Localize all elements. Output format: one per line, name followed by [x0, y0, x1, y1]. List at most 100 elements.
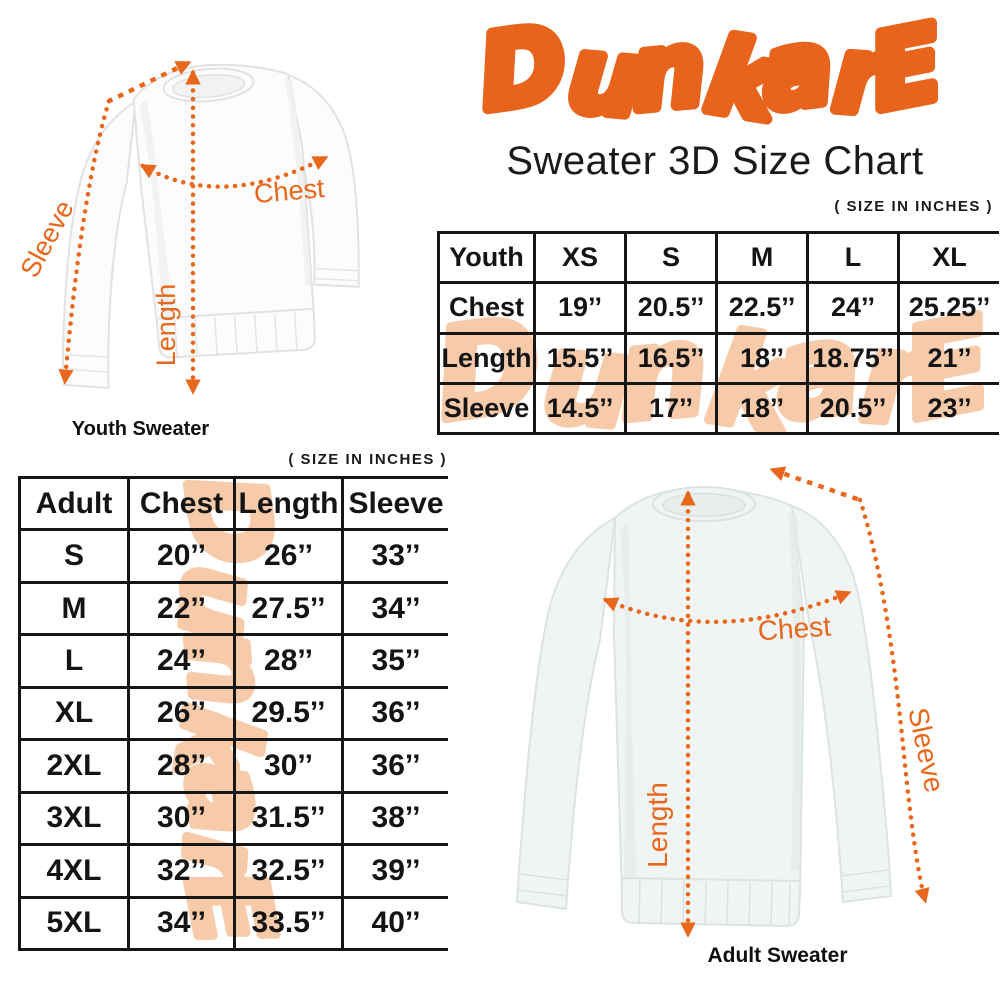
size-cell: 20.5’’ [624, 281, 718, 335]
size-cell: 39’’ [341, 843, 448, 899]
youth-length-label: Length [151, 284, 181, 367]
header-cell: L [806, 231, 900, 285]
size-cell: 18’’ [715, 381, 809, 435]
adult-length-label: Length [642, 782, 673, 868]
adult-sleeve-measure-line [857, 497, 930, 904]
table-row: L 24’’ 28’’ 35’’ [18, 633, 448, 689]
table-row: Adult Chest Length Sleeve [18, 476, 448, 532]
size-cell: 17’’ [624, 381, 718, 435]
size-cell: 40’’ [341, 895, 448, 951]
brand-logo-text: DunkarE [473, 5, 952, 145]
adult-sweater-diagram: Sleeve Length Chest [515, 466, 950, 938]
table-row: Length 15.5’’ 16.5’’ 18’’ 18.75’’ 21’’ [437, 331, 999, 385]
table-row: Sleeve 14.5’’ 17’’ 18’’ 20.5’’ 23’’ [437, 381, 999, 435]
row-label-cell: 5XL [18, 895, 130, 951]
adult-caption: Adult Sweater [707, 944, 848, 967]
size-cell: 24’’ [806, 281, 900, 335]
table-row: 3XL 30’’ 31.5’’ 38’’ [18, 790, 448, 847]
header-cell: Adult [18, 476, 130, 532]
size-cell: 15.5’’ [533, 331, 627, 385]
row-label-cell: S [18, 528, 130, 584]
youth-size-table: Youth XS S M L XL Chest 19’’ 20.5’’ 22.5… [437, 231, 999, 435]
adult-sleeve-measure-line-upper [769, 466, 861, 503]
adult-sleeve-label: Sleeve [902, 705, 950, 795]
size-cell: 27.5’’ [233, 580, 344, 637]
header-cell: S [624, 231, 718, 285]
youth-chest-measure-line [139, 155, 329, 189]
size-cell: 32’’ [127, 843, 236, 899]
row-label-cell: XL [18, 685, 130, 742]
size-cell: 36’’ [341, 685, 448, 742]
chart-title: Sweater 3D Size Chart [506, 139, 924, 183]
size-cell: 25.25’’ [897, 281, 999, 335]
youth-caption: Youth Sweater [71, 418, 210, 440]
size-cell: 16.5’’ [624, 331, 718, 385]
size-cell: 20’’ [127, 528, 236, 584]
header-cell: M [715, 231, 809, 285]
row-label-cell: 3XL [18, 790, 130, 847]
size-cell: 38’’ [341, 790, 448, 847]
table-row: M 22’’ 27.5’’ 34’’ [18, 580, 448, 637]
size-cell: 28’’ [127, 738, 236, 794]
brand-logo: DunkarE [467, 5, 961, 145]
size-cell: 19’’ [533, 281, 627, 335]
size-cell: 21’’ [897, 331, 999, 385]
size-cell: 29.5’’ [233, 685, 344, 742]
size-cell: 33.5’’ [233, 895, 344, 951]
size-cell: 18’’ [715, 331, 809, 385]
row-label-cell: L [18, 633, 130, 689]
size-cell: 35’’ [341, 633, 448, 689]
size-cell: 22’’ [127, 580, 236, 637]
table-row: 4XL 32’’ 32.5’’ 39’’ [18, 843, 448, 899]
size-cell: 18.75’’ [806, 331, 900, 385]
adult-sweater-shape [515, 486, 893, 928]
size-cell: 24’’ [127, 633, 236, 689]
header-cell: XS [533, 231, 627, 285]
size-cell: 30’’ [127, 790, 236, 847]
header-cell: Length [233, 476, 344, 532]
youth-size-table-section: DunkarE Youth XS S M L XL Chest 19’’ 20.… [437, 231, 999, 435]
size-cell: 14.5’’ [533, 381, 627, 435]
row-label-cell: Length [437, 331, 536, 385]
header-cell: Chest [127, 476, 236, 532]
youth-sweater-diagram: Sleeve Length Chest [14, 60, 360, 395]
size-units-note-adult: ( SIZE IN INCHES ) [288, 451, 447, 468]
size-cell: 30’’ [233, 738, 344, 794]
size-cell: 32.5’’ [233, 843, 344, 899]
size-cell: 26’’ [233, 528, 344, 584]
table-row: S 20’’ 26’’ 33’’ [18, 528, 448, 584]
header-cell: Youth [437, 231, 536, 285]
size-cell: 33’’ [341, 528, 448, 584]
size-cell: 31.5’’ [233, 790, 344, 847]
row-label-cell: 2XL [18, 738, 130, 794]
size-cell: 34’’ [341, 580, 448, 637]
row-label-cell: 4XL [18, 843, 130, 899]
youth-sleeve-measure-line-upper [108, 60, 192, 104]
table-row: XL 26’’ 29.5’’ 36’’ [18, 685, 448, 742]
size-units-note-top: ( SIZE IN INCHES ) [834, 198, 993, 215]
adult-chest-label: Chest [757, 610, 832, 646]
row-label-cell: M [18, 580, 130, 637]
brand-block: DunkarE Sweater 3D Size Chart ( SIZE IN … [435, 5, 995, 215]
size-cell: 26’’ [127, 685, 236, 742]
size-cell: 36’’ [341, 738, 448, 794]
adult-size-table: Adult Chest Length Sleeve S 20’’ 26’’ 33… [18, 476, 448, 951]
table-row: Youth XS S M L XL [437, 231, 999, 285]
header-cell: XL [897, 231, 999, 285]
size-cell: 22.5’’ [715, 281, 809, 335]
adult-size-table-section: DunkarE Adult Chest Length Sleeve S 20’’… [18, 476, 448, 951]
youth-sleeve-measure-line [58, 98, 112, 385]
size-cell: 23’’ [897, 381, 999, 435]
table-row: 5XL 34’’ 33.5’’ 40’’ [18, 895, 448, 951]
table-row: 2XL 28’’ 30’’ 36’’ [18, 738, 448, 794]
youth-sweater-shape [61, 63, 360, 390]
size-cell: 20.5’’ [806, 381, 900, 435]
table-row: Chest 19’’ 20.5’’ 22.5’’ 24’’ 25.25’’ [437, 281, 999, 335]
size-cell: 34’’ [127, 895, 236, 951]
row-label-cell: Sleeve [437, 381, 536, 435]
size-cell: 28’’ [233, 633, 344, 689]
header-cell: Sleeve [341, 476, 448, 532]
row-label-cell: Chest [437, 281, 536, 335]
youth-chest-label: Chest [253, 173, 326, 209]
